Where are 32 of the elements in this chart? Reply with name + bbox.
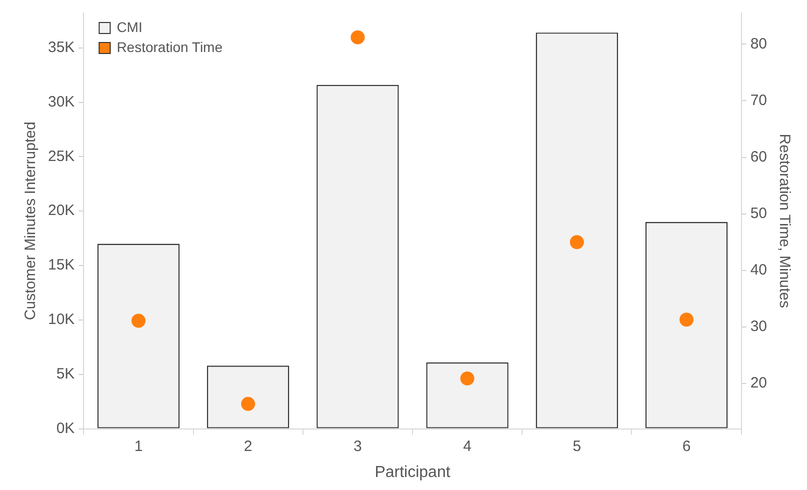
y2-tick-label: 20 bbox=[750, 374, 768, 392]
y-tick-label: 35K bbox=[48, 38, 75, 56]
x-tick-label: 4 bbox=[463, 438, 472, 455]
point bbox=[460, 371, 474, 386]
legend-label: CMI bbox=[116, 18, 142, 35]
y-tick-label: 5K bbox=[56, 366, 75, 383]
x-axis-title: Participant bbox=[374, 464, 451, 481]
y-tick-label: 0K bbox=[56, 420, 75, 437]
y-tick-label: 15K bbox=[48, 256, 75, 274]
y-tick-label: 20K bbox=[48, 202, 75, 220]
y-tick-label: 10K bbox=[48, 311, 75, 328]
point bbox=[350, 30, 365, 44]
y-tick-label: 30K bbox=[48, 93, 75, 110]
y2-tick-label: 60 bbox=[750, 148, 768, 166]
y2-tick-label: 40 bbox=[750, 262, 768, 279]
x-tick-label: 3 bbox=[354, 438, 362, 455]
y-tick-label: 25K bbox=[48, 148, 75, 165]
point bbox=[570, 235, 584, 250]
y2-tick-label: 70 bbox=[750, 92, 768, 109]
point bbox=[131, 314, 146, 328]
x-tick-label: 5 bbox=[572, 438, 582, 455]
y2-tick-label: 80 bbox=[750, 35, 768, 52]
y2-tick-label: 50 bbox=[750, 204, 768, 222]
legend-label: Restoration Time bbox=[116, 38, 223, 55]
point bbox=[241, 396, 256, 411]
y-axis-title: Customer Minutes Interrupted bbox=[22, 122, 40, 320]
x-tick-label: 2 bbox=[244, 438, 252, 455]
x-tick-label: 6 bbox=[682, 438, 691, 455]
y2-tick-label: 30 bbox=[750, 318, 768, 336]
point bbox=[680, 312, 694, 327]
x-tick-label: 1 bbox=[134, 438, 143, 455]
y2-axis-title: Restoration Time, Minutes bbox=[776, 134, 793, 308]
